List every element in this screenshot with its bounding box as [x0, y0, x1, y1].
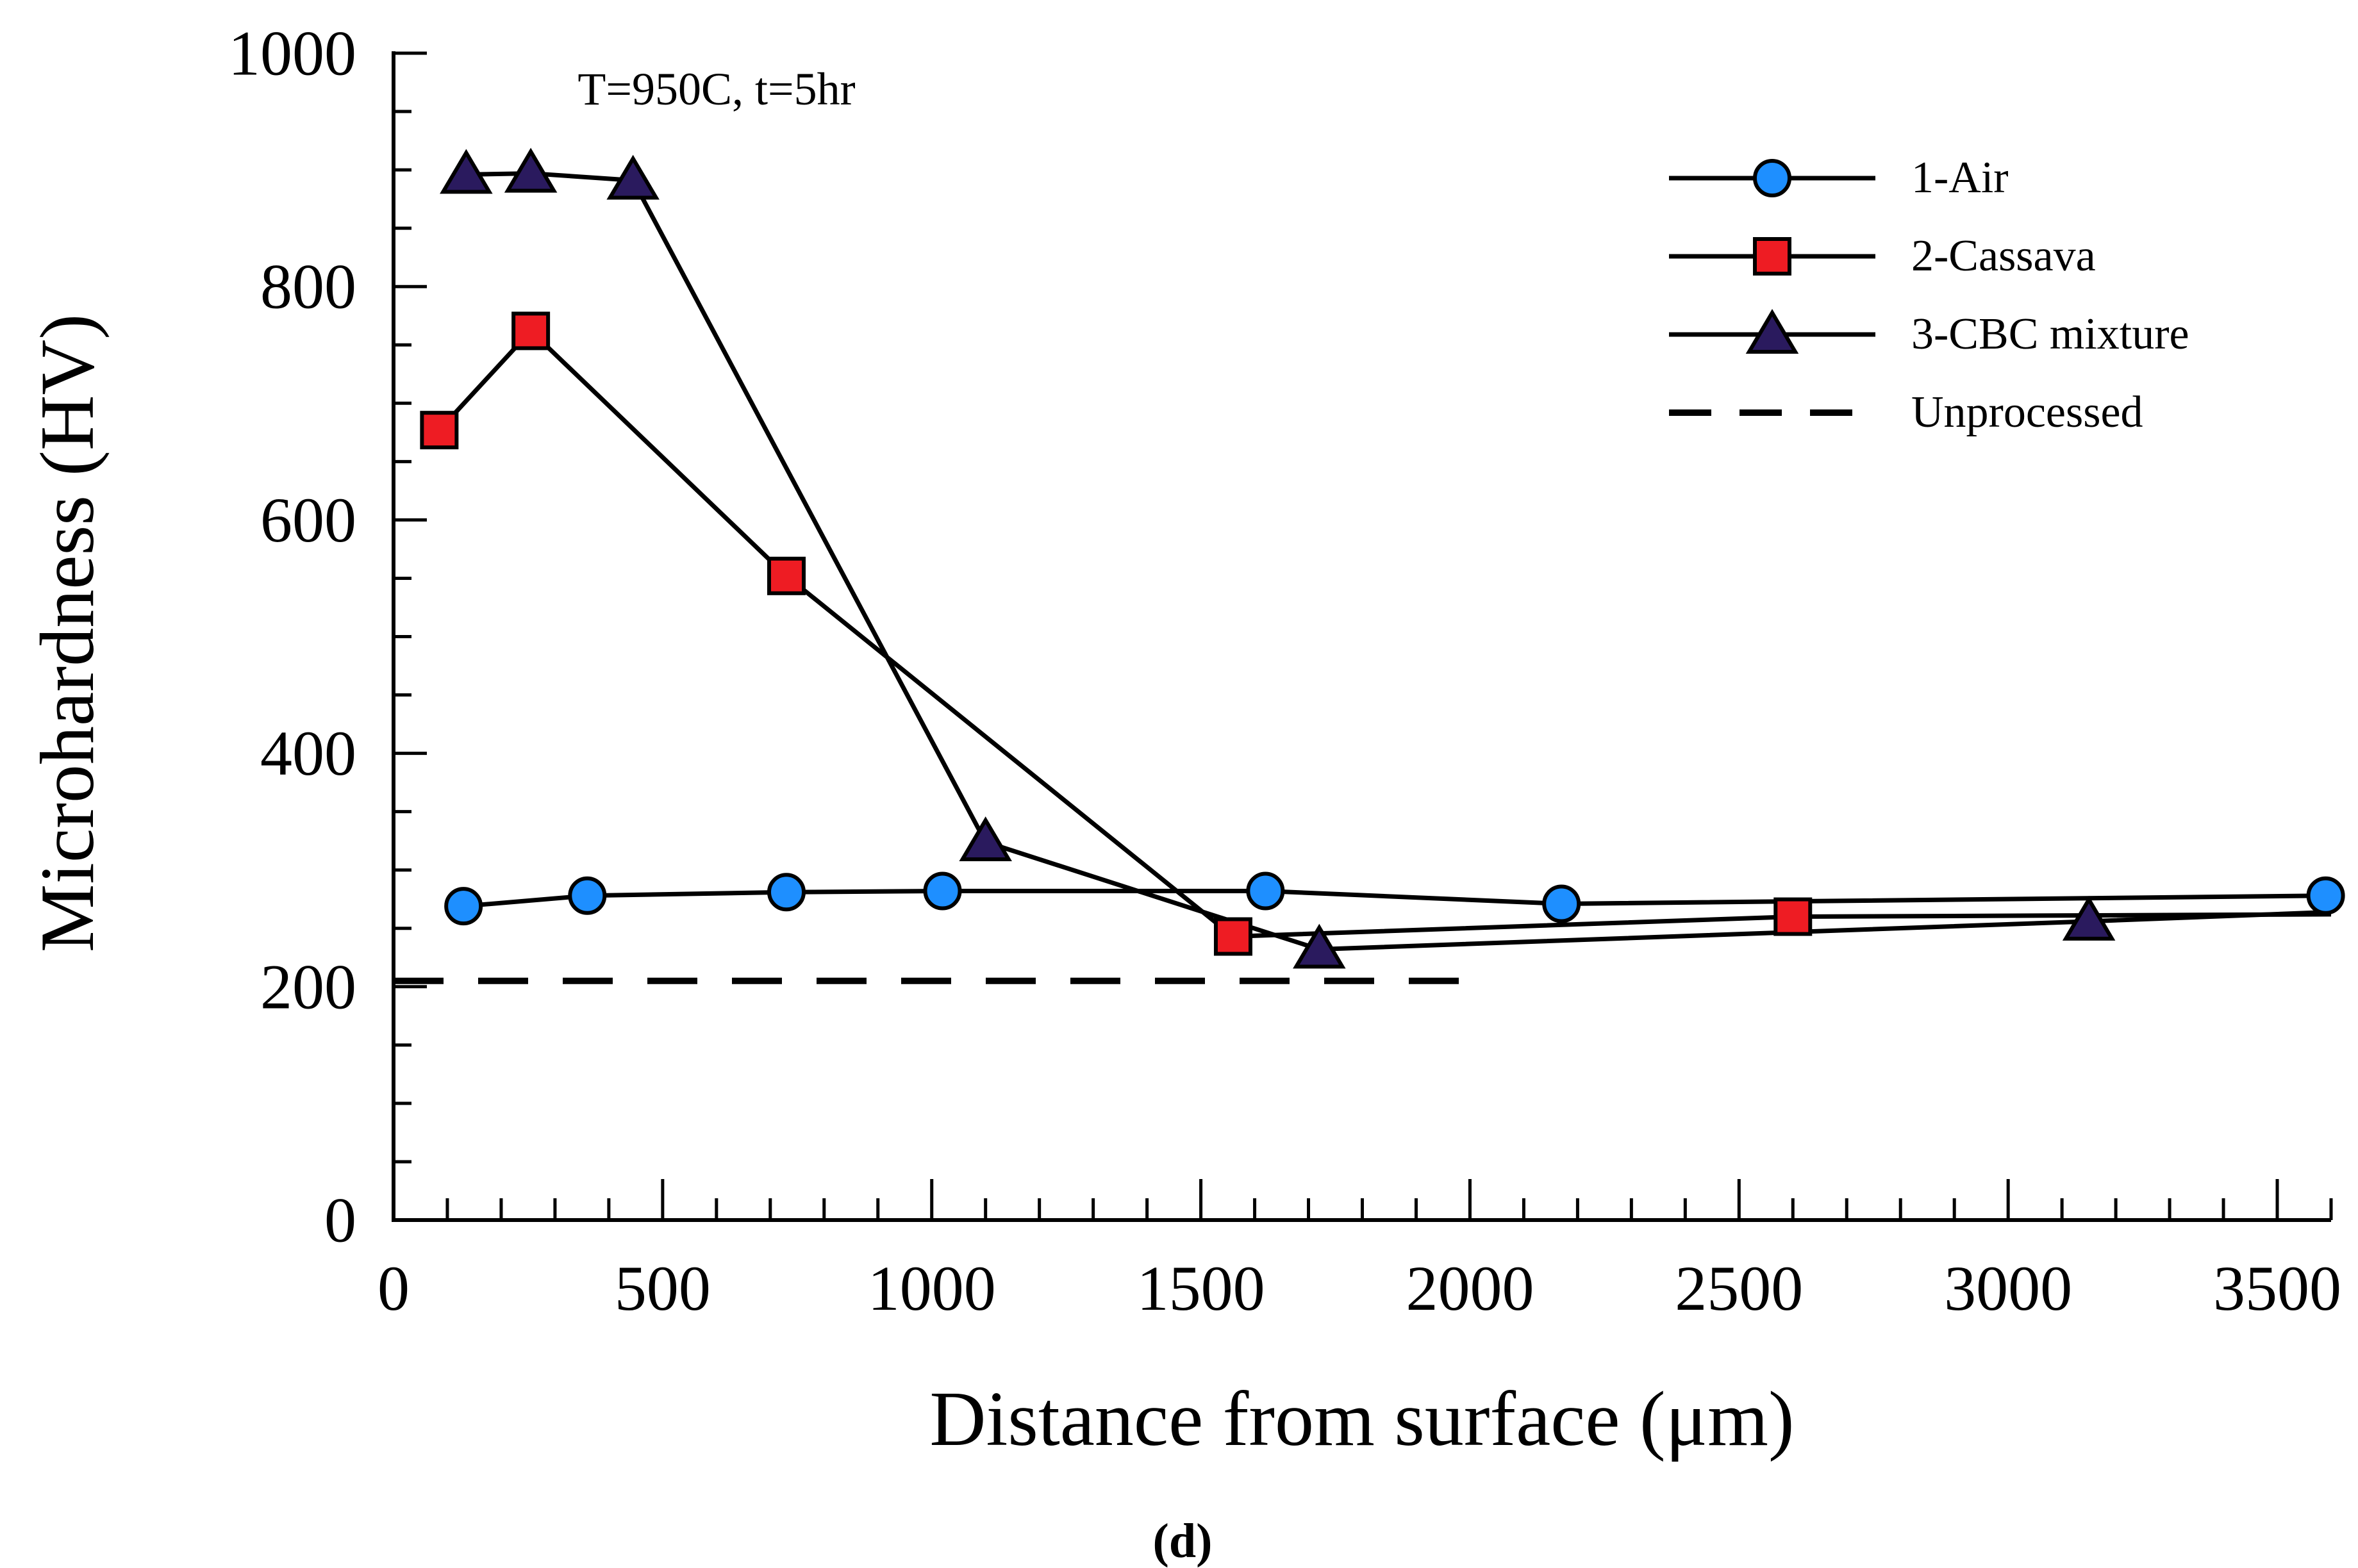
- y-tick-label: 1000: [228, 18, 356, 89]
- x-tick-label: 3000: [1944, 1253, 2072, 1324]
- legend-label-cbc-mixture: 3-CBC mixture: [1911, 309, 2189, 359]
- legend-item-cbc-mixture: 3-CBC mixture: [1666, 304, 2189, 365]
- series-line-1: [463, 888, 2326, 909]
- x-tick-label: 3500: [2213, 1253, 2341, 1324]
- legend-label-air: 1-Air: [1911, 153, 2009, 202]
- y-tick-label: 800: [260, 251, 356, 322]
- legend-item-unprocessed: Unprocessed: [1666, 382, 2189, 443]
- legend-label-cassava: 2-Cassava: [1911, 231, 2096, 281]
- x-tick-label: 0: [378, 1253, 410, 1324]
- subfigure-label: (d): [1152, 1514, 1213, 1568]
- x-tick-label: 1500: [1137, 1253, 1265, 1324]
- legend-square-marker-icon: [1669, 237, 1875, 276]
- legend-item-air: 1-Air: [1666, 147, 2189, 209]
- y-tick-label: 0: [324, 1185, 356, 1256]
- y-tick-label: 200: [260, 951, 356, 1022]
- y-tick-label: 600: [260, 484, 356, 556]
- x-tick-label: 2500: [1675, 1253, 1803, 1324]
- legend-item-cassava: 2-Cassava: [1666, 226, 2189, 287]
- series-markers-1: [444, 871, 2345, 926]
- series-markers-2: [420, 311, 1813, 956]
- condition-annotation: T=950C, t=5hr: [577, 63, 856, 115]
- axis-ticks: [392, 51, 2333, 1222]
- legend: 1-Air 2-Cassava 3-CBC mixture Unprocesse…: [1666, 147, 2189, 443]
- x-axis-title: Distance from surface (μm): [929, 1376, 1795, 1462]
- x-tick-label: 2000: [1406, 1253, 1534, 1324]
- y-axis-title: Microhardness (HV): [24, 313, 110, 953]
- x-tick-label: 500: [615, 1253, 711, 1324]
- tick-labels: 0 200 400 600 800 1000 0 500 1000 1500 2000 2500 300…: [228, 18, 2341, 1325]
- y-tick-label: 400: [260, 718, 356, 789]
- legend-label-unprocessed: Unprocessed: [1911, 388, 2143, 437]
- legend-circle-marker-icon: [1669, 159, 1875, 197]
- legend-dashed-line-icon: [1669, 409, 1875, 416]
- series-markers-3: [440, 147, 2116, 969]
- legend-triangle-marker-icon: [1669, 309, 1875, 354]
- x-tick-label: 1000: [868, 1253, 996, 1324]
